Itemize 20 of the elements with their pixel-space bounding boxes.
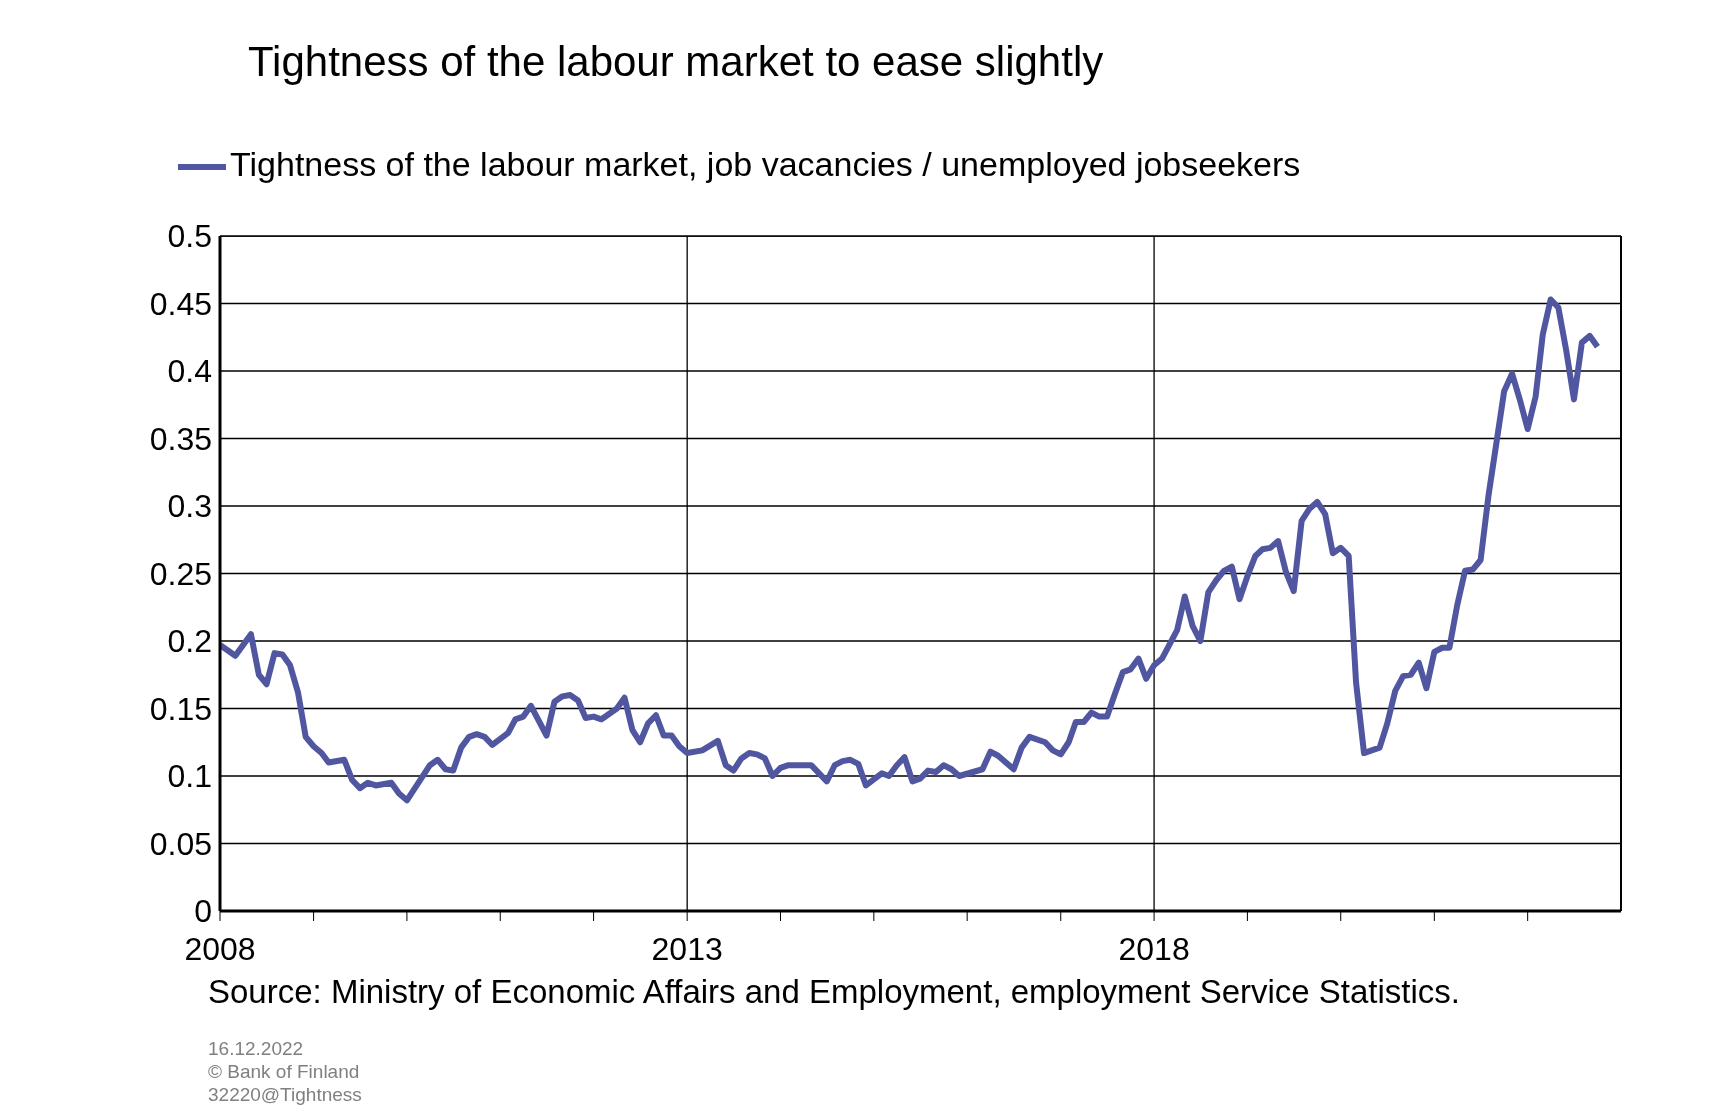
x-tick-label: 2018 <box>1118 930 1190 967</box>
y-tick-label: 0.05 <box>149 825 212 862</box>
y-tick-label: 0.5 <box>167 218 212 255</box>
y-tick-label: 0.45 <box>149 285 212 322</box>
y-tick-label: 0.35 <box>149 420 212 457</box>
chart-title: Tightness of the labour market to ease slightly <box>248 38 1104 86</box>
y-tick-label: 0.1 <box>167 758 212 795</box>
y-tick-label: 0.2 <box>167 623 212 660</box>
text: 32220@Tightness <box>208 1084 362 1106</box>
y-tick-label: 0.25 <box>149 555 212 592</box>
y-tick-label: 0.3 <box>167 488 212 525</box>
y-tick-label: 0.4 <box>167 353 212 390</box>
legend-label: Tightness of the labour market, job vacancies / unemployed jobseekers <box>230 144 1301 183</box>
x-tick-label: 2008 <box>184 930 256 967</box>
source-note: Source: Ministry of Economic Affairs and Employment, employment Service Statistics. <box>208 973 1461 1011</box>
x-tick-label: 2013 <box>651 930 723 967</box>
y-tick-label: 0.15 <box>149 690 212 727</box>
text: © Bank of Finland <box>208 1061 360 1083</box>
text: 16.12.2022 <box>208 1038 304 1060</box>
y-tick-label: 0 <box>194 893 212 930</box>
